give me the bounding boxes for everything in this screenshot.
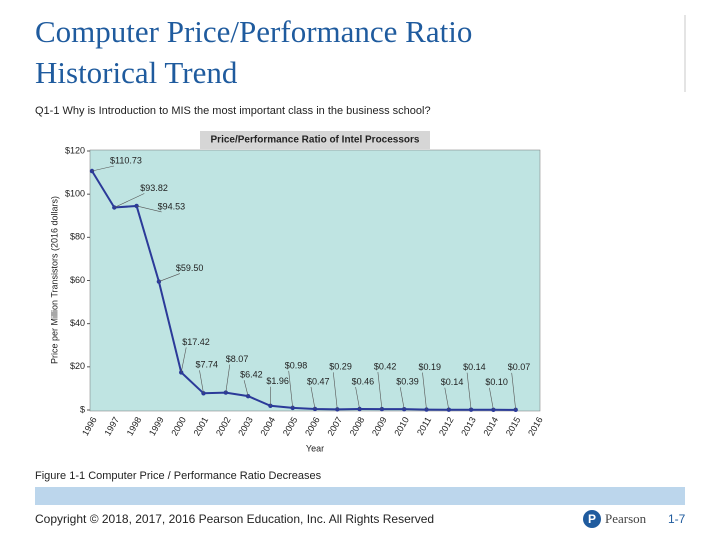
data-label: $0.46 — [352, 376, 375, 386]
x-tick-label: 2014 — [482, 415, 501, 437]
x-tick-label: 2002 — [214, 415, 233, 437]
x-tick-label: 1996 — [80, 415, 99, 437]
copyright: Copyright © 2018, 2017, 2016 Pearson Edu… — [35, 512, 434, 526]
leader-line — [243, 380, 249, 397]
leader-line — [158, 273, 181, 282]
leader-line — [466, 372, 472, 410]
caption: Figure 1-1 Computer Price / Performance … — [35, 470, 322, 482]
data-label: $17.42 — [182, 337, 210, 347]
x-tick-label: 1999 — [147, 415, 166, 437]
brand-logo-mark: P — [588, 512, 596, 526]
y-tick-label: $60 — [70, 275, 85, 285]
data-label: $110.73 — [110, 155, 142, 165]
slide-title: Computer Price/Performance Ratio — [35, 14, 472, 49]
leader-line — [511, 372, 516, 410]
data-label: $0.42 — [374, 361, 397, 371]
x-tick-label: 2006 — [303, 415, 322, 437]
x-tick-label: 2015 — [504, 415, 523, 437]
data-label: $0.14 — [441, 377, 464, 387]
x-tick-label: 2013 — [459, 415, 478, 437]
chart-title: Price/Performance Ratio of Intel Process… — [211, 135, 420, 146]
data-label: $0.14 — [463, 362, 486, 372]
data-label: $0.47 — [307, 376, 330, 386]
data-label: $0.19 — [419, 362, 442, 372]
leader-line — [136, 205, 162, 213]
x-tick-label: 1998 — [125, 415, 144, 437]
leader-line — [225, 364, 231, 393]
leader-line — [310, 386, 316, 410]
x-tick-label: 2010 — [392, 415, 411, 437]
y-tick-label: $20 — [70, 361, 85, 371]
y-axis-label: Price per Million Transistors (2016 doll… — [49, 196, 59, 364]
leader-line — [288, 370, 293, 408]
x-tick-label: 2009 — [370, 415, 389, 437]
chart-header — [200, 131, 430, 149]
data-label: $0.07 — [508, 362, 531, 372]
page-number: 1-7 — [668, 512, 686, 526]
data-label: $0.39 — [396, 377, 419, 387]
x-tick-label: 2012 — [437, 415, 456, 437]
x-tick-label: 2004 — [259, 415, 278, 437]
plot-area — [89, 149, 541, 412]
data-line — [91, 170, 516, 411]
y-tick-label: $120 — [65, 145, 85, 155]
x-tick-label: 2008 — [348, 415, 367, 437]
data-label: $8.07 — [226, 354, 249, 364]
brand: Pearson — [605, 511, 647, 526]
x-tick-label: 2011 — [415, 415, 433, 437]
leader-line — [444, 387, 450, 410]
data-label: $6.42 — [240, 370, 263, 380]
y-tick-label: $100 — [65, 189, 85, 199]
data-label: $0.29 — [329, 362, 352, 372]
data-label: $0.10 — [485, 377, 508, 387]
x-tick-label: 2003 — [236, 415, 255, 437]
leader-line — [422, 372, 427, 410]
brand-logo — [583, 510, 601, 528]
y-tick-label: $80 — [70, 232, 85, 242]
x-tick-label: 2000 — [169, 415, 188, 437]
leader-line — [114, 193, 145, 208]
data-label: $93.82 — [140, 183, 168, 193]
x-tick-label: 2016 — [526, 415, 545, 437]
data-label: $1.96 — [266, 376, 289, 386]
leader-line — [489, 387, 494, 410]
leader-line — [180, 347, 187, 373]
leader-line — [333, 372, 338, 410]
data-label: $0.98 — [285, 360, 308, 370]
y-tick-label: $40 — [70, 318, 85, 328]
slide-title: Historical Trend — [35, 55, 238, 90]
data-label: $94.53 — [158, 201, 186, 211]
leader-line — [355, 386, 360, 410]
x-tick-label: 2005 — [281, 415, 300, 437]
x-axis-label: Year — [306, 443, 324, 453]
data-label: $7.74 — [196, 360, 219, 370]
subtitle: Q1-1 Why is Introduction to MIS the most… — [35, 105, 431, 117]
leader-line — [377, 372, 383, 410]
footer-band — [35, 487, 685, 505]
x-tick-label: 2007 — [325, 415, 344, 437]
leader-line — [199, 370, 204, 394]
leader-line — [399, 387, 405, 410]
x-tick-label: 2001 — [192, 415, 211, 437]
y-tick-label: $ — [80, 404, 85, 414]
x-tick-label: 1997 — [102, 415, 121, 437]
data-label: $59.50 — [176, 263, 204, 273]
leader-line — [91, 165, 115, 172]
